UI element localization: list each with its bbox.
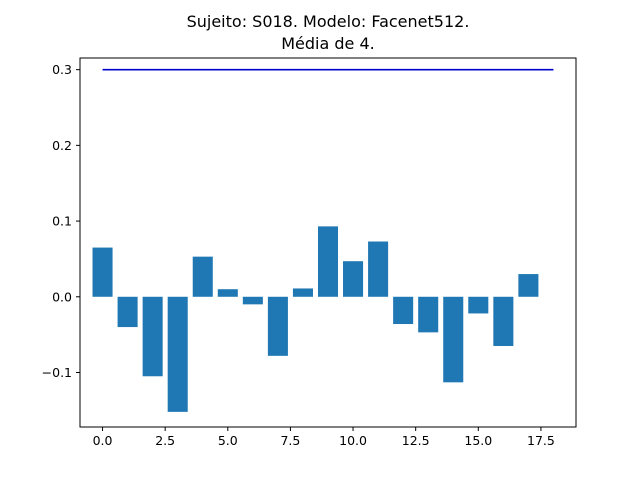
bar-8	[292, 288, 313, 297]
bars-group	[92, 226, 539, 412]
plot-frame	[79, 57, 577, 428]
y-tick-label: 0.0	[52, 289, 72, 304]
bar-0	[92, 247, 113, 297]
bar-3	[167, 296, 188, 412]
bar-15	[468, 296, 489, 314]
x-tick-label: 15.0	[464, 433, 492, 448]
bar-16	[493, 296, 514, 346]
x-tick-label: 7.5	[280, 433, 300, 448]
bar-7	[267, 296, 288, 356]
bar-13	[418, 296, 439, 333]
bar-10	[343, 261, 364, 297]
y-tick-label: 0.3	[52, 62, 72, 77]
y-tick-label: −0.1	[42, 365, 72, 380]
x-tick-label: 12.5	[402, 433, 430, 448]
y-tick-label: 0.2	[52, 138, 72, 153]
x-tick-label: 17.5	[527, 433, 555, 448]
x-tick-label: 2.5	[155, 433, 175, 448]
bar-1	[117, 296, 138, 328]
chart-title-line-2: Média de 4.	[281, 34, 375, 53]
chart-title-line-1: Sujeito: S018. Modelo: Facenet512.	[187, 12, 470, 31]
y-axis-ticks: −0.1 0.0 0.1 0.2 0.3	[42, 62, 80, 380]
bar-17	[518, 274, 539, 297]
bar-6	[242, 296, 263, 305]
x-tick-label: 5.0	[218, 433, 238, 448]
bar-9	[317, 226, 339, 297]
bar-12	[393, 296, 414, 325]
bar-4	[192, 256, 213, 297]
bar-5	[217, 289, 238, 297]
x-axis-ticks: 0.0 2.5 5.0 7.5 10.0 12.5 15.0 17.5	[93, 427, 555, 448]
bar-14	[443, 296, 464, 383]
x-tick-label: 0.0	[93, 433, 113, 448]
y-tick-label: 0.1	[52, 214, 72, 229]
x-tick-label: 10.0	[339, 433, 367, 448]
bar-11	[368, 241, 389, 297]
bar-2	[142, 296, 163, 377]
